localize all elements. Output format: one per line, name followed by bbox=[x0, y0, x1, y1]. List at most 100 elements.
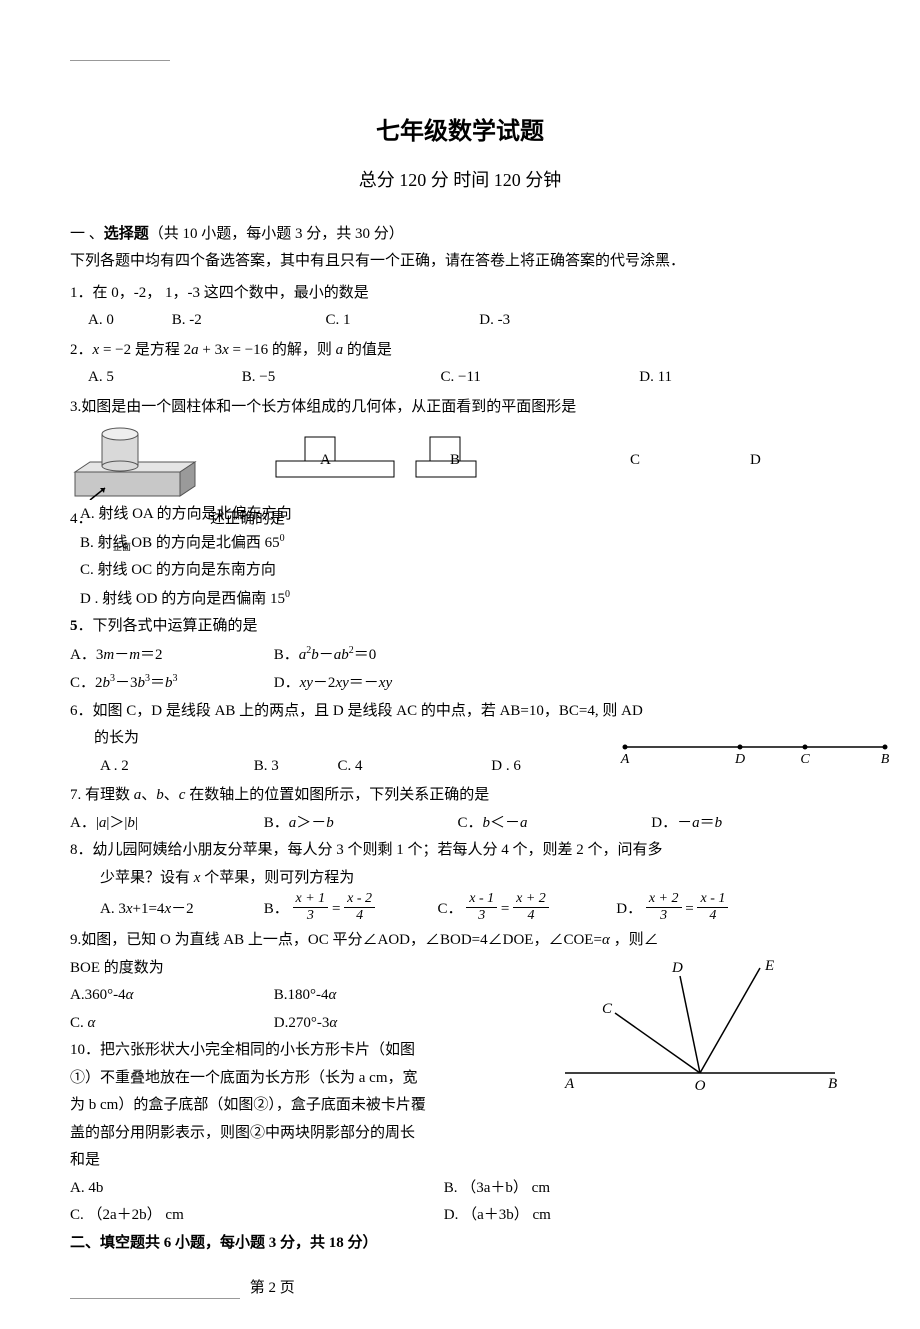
exam-page: 七年级数学试题 总分 120 分 时间 120 分钟 一 、选择题（共 10 小… bbox=[0, 0, 920, 1329]
q10-row2: C. （2a＋2b） cm D. （a＋3b） cm bbox=[70, 1203, 850, 1229]
q8-D2n: x - 1 bbox=[697, 892, 728, 908]
angle-figure: A B O E D C bbox=[560, 958, 840, 1098]
section2-heading: 二、填空题共 6 小题，每小题 3 分，共 18 分） bbox=[70, 1231, 850, 1257]
q7-a: a bbox=[134, 787, 142, 803]
q2-m3: = −16 的解，则 bbox=[229, 342, 336, 358]
q9-row2: C. α D.270°-3α bbox=[70, 1011, 500, 1037]
q5-row2: C．2b3－3b3＝b3 D．xy－2xy＝－xy bbox=[70, 670, 850, 697]
q1-options: A. 0 B. -2 C. 1 D. -3 bbox=[70, 308, 850, 334]
q3-optB-shape bbox=[415, 436, 515, 478]
q10-C: C. （2a＋2b） cm bbox=[70, 1203, 440, 1229]
svg-text:D: D bbox=[671, 960, 683, 976]
q6-wrap: 6．如图 C，D 是线段 AB 上的两点，且 D 是线段 AC 的中点，若 AB… bbox=[70, 699, 850, 780]
q1-A: A. 0 bbox=[88, 308, 168, 334]
q7-options: A．|a|＞|b| B．a＞－b C．b＜－a D．－a＝b bbox=[70, 811, 850, 837]
geometry-figure bbox=[70, 422, 220, 500]
q4-C: C. 射线 OC 的方向是东南方向 bbox=[70, 558, 850, 584]
q7-post: 在数轴上的位置如图所示，下列关系正确的是 bbox=[185, 787, 489, 803]
q8-C2d: 4 bbox=[513, 908, 549, 923]
svg-text:E: E bbox=[764, 958, 774, 974]
svg-text:B: B bbox=[881, 752, 890, 767]
q2-post: 的值是 bbox=[343, 342, 392, 358]
q10-s3: 为 b cm）的盒子底部（如图②），盒子底面未被卡片覆 bbox=[70, 1093, 510, 1119]
q5-row1: A．3m－m＝2 B．a2b－ab2＝0 bbox=[70, 642, 850, 669]
svg-text:D: D bbox=[734, 752, 745, 767]
q8-stem1: 8．幼儿园阿姨给小朋友分苹果，每人分 3 个则剩 1 个；若每人分 4 个，则差… bbox=[70, 838, 850, 864]
q2-pre: 2． bbox=[70, 342, 93, 358]
q9-stem1: 9.如图，已知 O 为直线 AB 上一点，OC 平分∠AOD，∠BOD=4∠DO… bbox=[70, 928, 850, 954]
q3-optA-shape bbox=[275, 436, 395, 478]
footer-rule bbox=[70, 1298, 240, 1299]
q6-stem1: 6．如图 C，D 是线段 AB 上的两点，且 D 是线段 AC 的中点，若 AB… bbox=[70, 699, 850, 725]
page-subtitle: 总分 120 分 时间 120 分钟 bbox=[70, 166, 850, 192]
page-title: 七年级数学试题 bbox=[70, 111, 850, 146]
svg-text:B: B bbox=[828, 1076, 837, 1092]
section1-heading: 一 、选择题（共 10 小题，每小题 3 分，共 30 分） bbox=[70, 222, 850, 243]
q7-stem: 7. 有理数 a、b、c 在数轴上的位置如图所示，下列关系正确的是 bbox=[70, 783, 850, 809]
svg-text:A: A bbox=[564, 1076, 575, 1092]
svg-text:C: C bbox=[800, 752, 810, 767]
q8-B2d: 4 bbox=[344, 908, 375, 923]
q4-tail: 述正确的是 bbox=[210, 507, 285, 528]
q2-A: A. 5 bbox=[88, 365, 238, 391]
q4-B-deg: 0 bbox=[280, 533, 285, 544]
q10-A: A. 4b bbox=[70, 1176, 440, 1202]
q4-C-txt: C. 射线 OC 的方向是东南方向 bbox=[80, 562, 276, 578]
q3-stem: 3.如图是由一个圆柱体和一个长方体组成的几何体，从正面看到的平面图形是 bbox=[70, 395, 850, 421]
svg-text:O: O bbox=[695, 1078, 706, 1094]
svg-text:C: C bbox=[602, 1001, 613, 1017]
q6-A: A . 2 bbox=[100, 754, 250, 780]
q5-stem: 5．下列各式中运算正确的是 bbox=[70, 614, 850, 640]
q2-m2: + 3 bbox=[199, 342, 222, 358]
q6-D: D . 6 bbox=[491, 754, 521, 780]
q8-s2a: 少苹果？设有 bbox=[100, 870, 194, 886]
q10-row1: A. 4b B. （3a＋b） cm bbox=[70, 1176, 850, 1202]
q7-pre: 7. 有理数 bbox=[70, 787, 134, 803]
q4-D-deg: 0 bbox=[285, 589, 290, 600]
q4-A: A. 射线 OA 的方向是北偏东方向 bbox=[70, 502, 850, 528]
q4-D: D . 射线 OD 的方向是西偏南 150 bbox=[70, 586, 850, 613]
q8-Bn: x + 1 bbox=[293, 892, 329, 908]
q8-Cn: x - 1 bbox=[466, 892, 497, 908]
q8-C2n: x + 2 bbox=[513, 892, 549, 908]
q8-B2n: x - 2 bbox=[344, 892, 375, 908]
q9-row1: A.360°-4α B.180°-4α bbox=[70, 983, 500, 1009]
q9-s1b: ，则∠ bbox=[610, 932, 659, 948]
q1-B: B. -2 bbox=[172, 308, 322, 334]
q4-num: 4． bbox=[70, 507, 93, 528]
q8-Dn: x + 2 bbox=[646, 892, 682, 908]
q3-B: B bbox=[450, 452, 460, 469]
q7-b: b bbox=[156, 787, 164, 803]
q4-B-txt: B. 射线 OB 的方向是北偏西 65 bbox=[80, 535, 280, 551]
q6-stem2-txt: 的长为 bbox=[94, 730, 139, 746]
q2-stem: 2．x = −2 是方程 2a + 3x = −16 的解，则 a 的值是 bbox=[70, 338, 850, 364]
q6-B: B. 3 bbox=[254, 754, 334, 780]
q8-options: A. 3x+1=4x－2 B． x + 13 = x - 24 C． x - 1… bbox=[70, 893, 850, 926]
q6-C: C. 4 bbox=[338, 754, 488, 780]
q2-C: C. −11 bbox=[441, 365, 636, 391]
sec1-bold: 选择题 bbox=[104, 226, 149, 242]
q3-A: A bbox=[320, 452, 331, 469]
q8-Bd: 3 bbox=[293, 908, 329, 923]
q3-front-label: 正面 bbox=[113, 540, 131, 553]
q8-s2b: 个苹果，则可列方程为 bbox=[200, 870, 354, 886]
q1-C: C. 1 bbox=[326, 308, 476, 334]
top-rule bbox=[70, 60, 170, 61]
page-footer: 第 2 页 bbox=[70, 1276, 850, 1299]
section1-instruction: 下列各题中均有四个备选答案，其中有且只有一个正确，请在答卷上将正确答案的代号涂黑… bbox=[70, 249, 850, 275]
page-number: 第 2 页 bbox=[250, 1276, 295, 1297]
sec1-prefix: 一 、 bbox=[70, 226, 104, 242]
q2-m1: = −2 是方程 2 bbox=[99, 342, 191, 358]
q8-D2d: 4 bbox=[697, 908, 728, 923]
q10-D: D. （a＋3b） cm bbox=[444, 1207, 551, 1223]
q10-s4: 盖的部分用阴影表示，则图②中两块阴影部分的周长 bbox=[70, 1121, 510, 1147]
svg-text:A: A bbox=[620, 752, 630, 767]
q4-D-txt: D . 射线 OD 的方向是西偏南 15 bbox=[80, 591, 285, 607]
q8-Cd: 3 bbox=[466, 908, 497, 923]
q8-Dd: 3 bbox=[646, 908, 682, 923]
q2-D: D. 11 bbox=[639, 365, 672, 391]
q1-D: D. -3 bbox=[479, 308, 510, 334]
q3-figure-row: A B C D bbox=[70, 422, 850, 500]
q10-s5: 和是 bbox=[70, 1148, 510, 1174]
q1-stem: 1．在 0，-2， 1，-3 这四个数中，最小的数是 bbox=[70, 281, 850, 307]
